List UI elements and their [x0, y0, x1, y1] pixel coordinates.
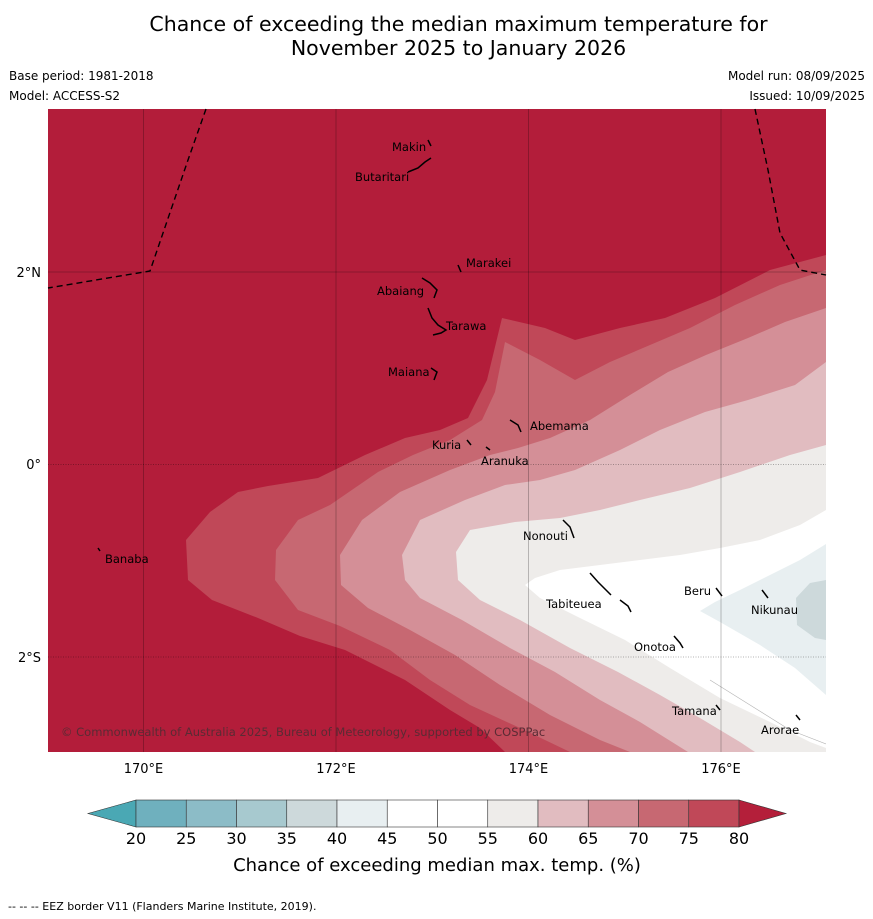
place-label-maiana: Maiana: [388, 365, 430, 379]
copyright-notice: © Commonwealth of Australia 2025, Bureau…: [61, 725, 545, 739]
base-period: Base period: 1981-2018: [9, 69, 154, 83]
colorbar: 20 25 30 35 40 45 50 55 60 65 70 75 80: [86, 799, 788, 848]
place-label-tarawa: Tarawa: [445, 319, 486, 333]
place-labels: Makin Butaritari Marakei Abaiang Tarawa …: [105, 140, 799, 737]
colorbar-segment: [638, 799, 690, 828]
place-label-beru: Beru: [684, 584, 711, 598]
colorbar-tick-label: 75: [679, 829, 699, 848]
colorbar-title: Chance of exceeding median max. temp. (%…: [233, 855, 641, 876]
issued-date: Issued: 10/09/2025: [749, 89, 865, 103]
colorbar-tick-label: 35: [277, 829, 297, 848]
place-label-banaba: Banaba: [105, 552, 149, 566]
place-label-aranuka: Aranuka: [481, 454, 529, 468]
colorbar-tick-label: 50: [427, 829, 447, 848]
colorbar-tick-label: 20: [126, 829, 146, 848]
contour-40: [700, 544, 826, 695]
latitude-labels: 2°N 0° 2°S: [17, 266, 42, 666]
colorbar-tick-label: 30: [226, 829, 246, 848]
contour-35: [796, 580, 826, 640]
place-label-nonouti: Nonouti: [523, 529, 568, 543]
place-label-butaritari: Butaritari: [355, 170, 409, 184]
map-title: Chance of exceeding the median maximum t…: [0, 12, 873, 60]
place-label-abemama: Abemama: [530, 419, 589, 433]
place-label-marakei: Marakei: [466, 256, 511, 270]
colorbar-tick-label: 70: [628, 829, 648, 848]
colorbar-segment: [487, 799, 539, 828]
lon-label-176: 176°E: [701, 762, 741, 777]
colorbar-tick-label: 65: [578, 829, 598, 848]
colorbar-segment: [386, 799, 438, 828]
contour-line: [709, 679, 826, 745]
map-grid: [48, 109, 826, 752]
place-label-tamana: Tamana: [671, 704, 717, 718]
colorbar-under-arrow: [86, 799, 137, 828]
lat-label-2n: 2°N: [17, 266, 42, 281]
place-label-abaiang: Abaiang: [377, 284, 424, 298]
lat-label-2s: 2°S: [18, 651, 41, 666]
meta-left: Base period: 1981-2018 Model: ACCESS-S2: [9, 69, 154, 109]
colorbar-tick-label: 80: [729, 829, 749, 848]
lon-label-172: 172°E: [316, 762, 356, 777]
place-label-kuria: Kuria: [432, 438, 461, 452]
place-label-arorae: Arorae: [761, 723, 799, 737]
colorbar-segment: [236, 799, 288, 828]
colorbar-segment: [688, 799, 740, 828]
contour-50: [525, 510, 826, 748]
longitude-labels: 170°E 172°E 174°E 176°E: [124, 762, 741, 777]
model-name: Model: ACCESS-S2: [9, 89, 121, 103]
place-label-onotoa: Onotoa: [634, 640, 676, 654]
lat-label-0: 0°: [26, 458, 41, 473]
colorbar-tick-label: 25: [176, 829, 196, 848]
colorbar-segment: [537, 799, 589, 828]
title-line-2: November 2025 to January 2026: [290, 36, 627, 60]
colorbar-segment: [336, 799, 388, 828]
eez-footnote: -- -- -- EEZ border V11 (Flanders Marine…: [8, 900, 317, 913]
place-label-makin: Makin: [392, 140, 426, 154]
colorbar-tick-label: 45: [377, 829, 397, 848]
place-label-nikunau: Nikunau: [751, 603, 798, 617]
eez-border: [47, 108, 827, 289]
colorbar-segment: [587, 799, 639, 828]
island-shapes: [97, 139, 801, 721]
title-line-1: Chance of exceeding the median maximum t…: [149, 12, 768, 36]
colorbar-tick-label: 55: [478, 829, 498, 848]
colorbar-segment: [437, 799, 489, 828]
colorbar-segment: [286, 799, 338, 828]
colorbar-segment: [185, 799, 237, 828]
meta-right: Model run: 08/09/2025 Issued: 10/09/2025: [728, 69, 865, 109]
colorbar-over-arrow: [738, 799, 788, 828]
colorbar-tick-label: 40: [327, 829, 347, 848]
colorbar-segment: [135, 799, 187, 828]
map-area: [48, 109, 826, 752]
colorbar-tick-label: 60: [528, 829, 548, 848]
lon-label-170: 170°E: [124, 762, 164, 777]
model-run: Model run: 08/09/2025: [727, 69, 865, 83]
place-label-tabiteuea: Tabiteuea: [545, 597, 602, 611]
lon-label-174: 174°E: [509, 762, 549, 777]
